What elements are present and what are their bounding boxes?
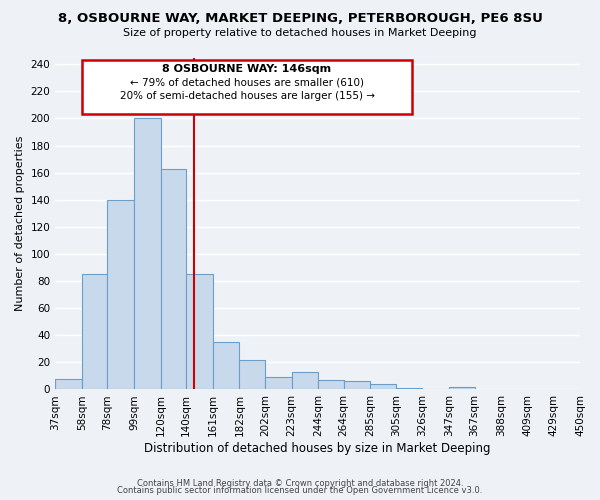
Bar bbox=[239, 360, 265, 390]
Bar bbox=[396, 388, 422, 390]
Text: Contains public sector information licensed under the Open Government Licence v3: Contains public sector information licen… bbox=[118, 486, 482, 495]
Bar bbox=[318, 380, 344, 390]
Bar bbox=[265, 378, 292, 390]
Bar bbox=[292, 372, 318, 390]
FancyBboxPatch shape bbox=[82, 60, 412, 114]
Text: ← 79% of detached houses are smaller (610): ← 79% of detached houses are smaller (61… bbox=[130, 78, 364, 88]
Bar bbox=[82, 274, 107, 390]
Bar bbox=[449, 386, 475, 390]
Bar bbox=[370, 384, 396, 390]
Text: 8 OSBOURNE WAY: 146sqm: 8 OSBOURNE WAY: 146sqm bbox=[163, 64, 332, 74]
Bar bbox=[161, 168, 186, 390]
Text: 8, OSBOURNE WAY, MARKET DEEPING, PETERBOROUGH, PE6 8SU: 8, OSBOURNE WAY, MARKET DEEPING, PETERBO… bbox=[58, 12, 542, 26]
Text: 20% of semi-detached houses are larger (155) →: 20% of semi-detached houses are larger (… bbox=[119, 92, 374, 102]
X-axis label: Distribution of detached houses by size in Market Deeping: Distribution of detached houses by size … bbox=[145, 442, 491, 455]
Bar bbox=[186, 274, 213, 390]
Bar bbox=[107, 200, 134, 390]
Bar bbox=[344, 382, 370, 390]
Bar bbox=[134, 118, 161, 390]
Text: Size of property relative to detached houses in Market Deeping: Size of property relative to detached ho… bbox=[123, 28, 477, 38]
Y-axis label: Number of detached properties: Number of detached properties bbox=[15, 136, 25, 311]
Text: Contains HM Land Registry data © Crown copyright and database right 2024.: Contains HM Land Registry data © Crown c… bbox=[137, 478, 463, 488]
Bar bbox=[55, 378, 82, 390]
Bar bbox=[213, 342, 239, 390]
